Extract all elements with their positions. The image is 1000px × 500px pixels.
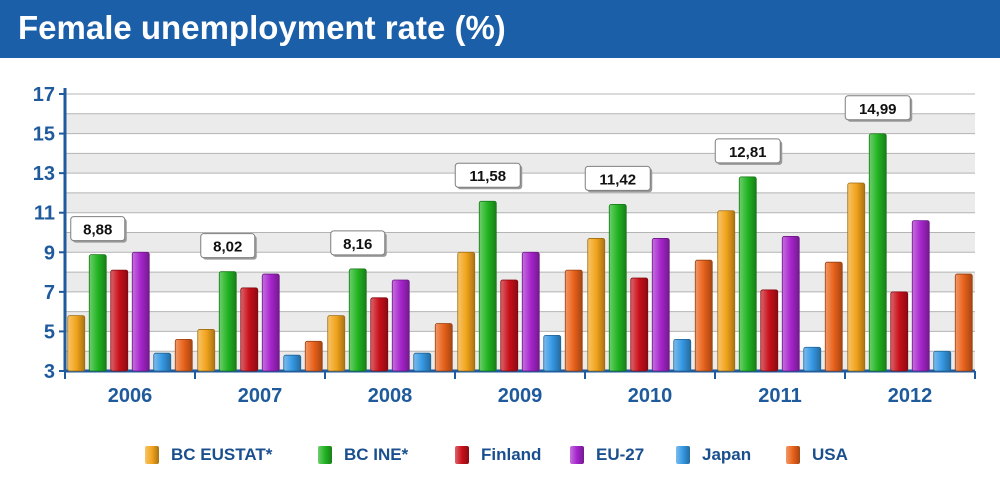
data-label: 12,81	[729, 144, 767, 161]
data-label-box	[584, 165, 651, 191]
bar-eu-27-2008	[391, 279, 410, 372]
legend-swatch	[318, 446, 332, 464]
bar-usa-2011	[824, 261, 843, 372]
bar-bc-eustat--2012	[847, 182, 866, 372]
data-label-box	[714, 138, 781, 164]
data-label-box	[200, 233, 256, 259]
y-tick-label: 15	[33, 124, 55, 146]
bar-finland-2008	[370, 297, 389, 372]
x-tick-label: 2007	[238, 385, 283, 407]
bar-bc-ine--2008	[348, 268, 367, 372]
bar-eu-27-2009	[521, 251, 540, 372]
data-label-box	[70, 216, 126, 242]
bar-finland-2012	[890, 291, 909, 372]
y-tick-label: 11	[34, 203, 55, 225]
legend-item-eu-27: EU-27	[570, 440, 644, 470]
bar-eu-27-2012	[911, 220, 930, 372]
bar-eu-27-2010	[651, 238, 670, 372]
bar-finland-2011	[760, 289, 779, 372]
y-tick-label: 5	[44, 321, 55, 343]
bar-bc-eustat--2008	[327, 315, 346, 372]
data-label: 8,16	[343, 236, 372, 253]
legend-item-japan: Japan	[676, 440, 751, 470]
x-tick-label: 2012	[888, 385, 933, 407]
bar-bc-eustat--2011	[717, 210, 736, 372]
x-tick-label: 2008	[368, 385, 413, 407]
grid-band	[65, 133, 975, 154]
y-tick-label: 3	[44, 361, 55, 383]
bar-usa-2008	[434, 323, 453, 372]
data-label: 11,42	[599, 171, 636, 188]
chart-area: gaindegia 357911131517200620072008200920…	[33, 84, 976, 407]
bar-finland-2010	[630, 277, 649, 372]
legend-label: BC EUSTAT*	[171, 445, 273, 464]
y-tick-label: 13	[33, 163, 55, 185]
bar-japan-2007	[283, 354, 302, 372]
data-label: 11,58	[469, 168, 506, 185]
bar-usa-2012	[954, 273, 973, 372]
bar-eu-27-2007	[261, 273, 280, 372]
legend-item-finland: Finland	[455, 440, 541, 470]
data-label-box	[454, 162, 521, 188]
bar-eu-27-2006	[131, 251, 150, 372]
bar-eu-27-2011	[781, 236, 800, 372]
bar-japan-2009	[543, 334, 562, 372]
data-label-box	[844, 95, 911, 121]
grid-band	[65, 212, 975, 233]
bar-finland-2009	[500, 279, 519, 372]
bar-japan-2011	[803, 346, 822, 372]
bar-finland-2006	[110, 269, 129, 372]
grid-band	[65, 113, 975, 134]
bar-bc-ine--2007	[218, 271, 237, 372]
bar-bc-ine--2011	[738, 176, 757, 372]
bar-bc-eustat--2006	[67, 315, 86, 372]
page-title: Female unemployment rate (%)	[18, 9, 506, 46]
bar-bc-ine--2012	[868, 133, 887, 372]
legend-label: Finland	[481, 445, 542, 464]
legend-item-bc-eustat-: BC EUSTAT*	[145, 440, 272, 470]
bar-usa-2009	[564, 269, 583, 372]
y-tick-label: 7	[44, 282, 55, 304]
legend-label: BC INE*	[344, 445, 409, 464]
bar-japan-2010	[673, 338, 692, 372]
x-tick-label: 2009	[498, 385, 543, 407]
x-tick-label: 2006	[108, 385, 153, 407]
legend-swatch	[570, 446, 584, 464]
bar-bc-eustat--2007	[197, 329, 216, 372]
bar-japan-2006	[153, 352, 172, 372]
legend-item-bc-ine-: BC INE*	[318, 440, 408, 470]
bar-bc-ine--2010	[608, 204, 627, 372]
bar-bc-ine--2009	[478, 200, 497, 372]
title-bar: Female unemployment rate (%)	[0, 0, 1000, 58]
data-label: 8,88	[83, 222, 112, 239]
bar-bc-eustat--2010	[587, 238, 606, 372]
legend-swatch	[676, 446, 690, 464]
legend-swatch	[786, 446, 800, 464]
data-label: 14,99	[859, 101, 897, 118]
legend-item-usa: USA	[786, 440, 848, 470]
bar-finland-2007	[240, 287, 259, 372]
legend-swatch	[455, 446, 469, 464]
x-tick-label: 2011	[758, 385, 801, 407]
legend-label: EU-27	[596, 445, 645, 464]
y-tick-label: 9	[44, 242, 55, 264]
bar-usa-2006	[174, 338, 193, 372]
legend-label: Japan	[702, 445, 752, 464]
bar-usa-2010	[694, 259, 713, 372]
bar-japan-2012	[933, 350, 952, 372]
bar-usa-2007	[304, 340, 323, 372]
legend-label: USA	[812, 445, 848, 464]
y-tick-label: 17	[33, 84, 55, 106]
bar-bc-eustat--2009	[457, 251, 476, 372]
legend-swatch	[145, 446, 159, 464]
bar-japan-2008	[413, 352, 432, 372]
legend: BC EUSTAT* BC INE* Finland EU-27 Japan USA	[0, 440, 1000, 470]
grid-band	[65, 94, 975, 114]
data-label: 8,02	[213, 239, 242, 256]
x-tick-label: 2010	[628, 385, 673, 407]
bar-bc-ine--2006	[88, 254, 107, 372]
grid-band	[65, 192, 975, 213]
data-label-box	[330, 230, 386, 256]
